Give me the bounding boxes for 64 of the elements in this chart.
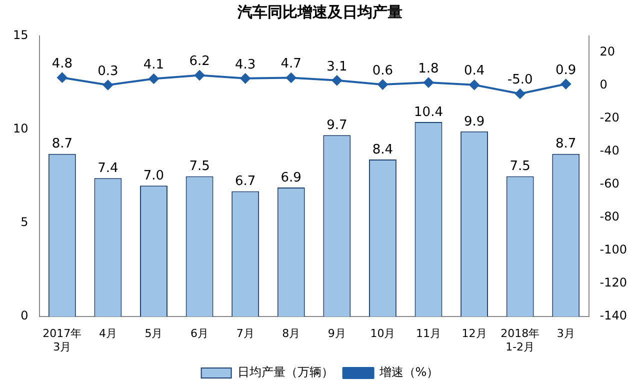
x-tick-label: 7月	[236, 327, 254, 340]
data-label: 7.5	[189, 159, 210, 174]
data-label: 0.4	[464, 64, 485, 79]
x-tick-label: 2017年 3月	[42, 327, 82, 354]
y-tick-label: 10	[12, 122, 28, 136]
point	[286, 72, 296, 83]
data-label: 7.0	[143, 168, 164, 184]
x-tick-label: 9月	[328, 327, 346, 340]
data-label: 0.6	[372, 63, 394, 78]
x-tick-label: 5月	[144, 327, 163, 340]
data-label: 4.1	[143, 58, 164, 73]
y2-tick-label: -60	[600, 176, 620, 191]
x-tick-label: 8月	[282, 327, 300, 340]
data-label: 4.8	[52, 56, 73, 72]
data-label: 8.7	[556, 136, 576, 152]
y2-tick-label: -120	[600, 276, 627, 290]
x-tick-label: 11月	[416, 327, 441, 340]
data-label: 0.9	[556, 62, 576, 78]
data-label: 9.9	[464, 114, 485, 130]
data-label: 0.3	[98, 64, 118, 79]
data-label: 7.5	[510, 159, 530, 174]
data-label: 6.7	[234, 174, 256, 190]
data-label: 1.8	[418, 61, 439, 76]
x-tick-label: 12月	[462, 327, 487, 340]
legend-label: 增速（%）	[378, 365, 439, 380]
point	[469, 80, 480, 90]
point	[423, 78, 434, 88]
data-label: 8.7	[52, 136, 73, 152]
point	[148, 74, 159, 84]
x-tick-label: 6月	[190, 327, 209, 340]
data-label: 6.2	[189, 54, 210, 70]
chart-title: 汽车同比增速及日均产量	[236, 2, 402, 21]
y2-tick-label: -80	[600, 210, 620, 224]
data-label: 10.4	[414, 104, 443, 120]
point	[378, 80, 388, 90]
legend-label: 日均产量（万辆）	[237, 365, 334, 380]
data-label: 9.7	[326, 118, 348, 134]
point	[332, 75, 342, 86]
data-label: 4.7	[280, 56, 302, 72]
y2-tick-label: -100	[600, 242, 627, 257]
point	[560, 79, 571, 90]
y2-tick-label: -140	[600, 308, 627, 323]
point	[194, 70, 205, 80]
y2-tick-label: -40	[600, 144, 620, 158]
y2-tick-label: -20	[600, 110, 620, 125]
x-tick-label: 2018年 1-2月	[500, 327, 540, 354]
data-label: 7.4	[98, 161, 118, 176]
y2-tick-label: 20	[600, 44, 616, 59]
data-label: 3.1	[326, 59, 348, 74]
y2-tick-label: 0	[600, 78, 608, 92]
point	[240, 73, 250, 84]
y-tick-label: 15	[12, 28, 28, 42]
data-label: 6.9	[280, 170, 302, 186]
point	[102, 80, 113, 90]
point	[515, 88, 526, 99]
y-tick-label: 0	[20, 308, 28, 323]
x-tick-label: 4月	[98, 327, 117, 340]
y-tick-label: 5	[20, 215, 28, 230]
x-tick-label: 3月	[556, 327, 575, 340]
data-label: 4.3	[234, 57, 256, 72]
point	[57, 72, 68, 83]
x-tick-label: 10月	[370, 327, 396, 340]
data-label: -5.0	[507, 72, 533, 88]
data-label: 8.4	[372, 142, 394, 158]
